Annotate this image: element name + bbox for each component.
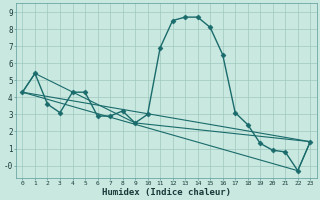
X-axis label: Humidex (Indice chaleur): Humidex (Indice chaleur) xyxy=(102,188,231,197)
